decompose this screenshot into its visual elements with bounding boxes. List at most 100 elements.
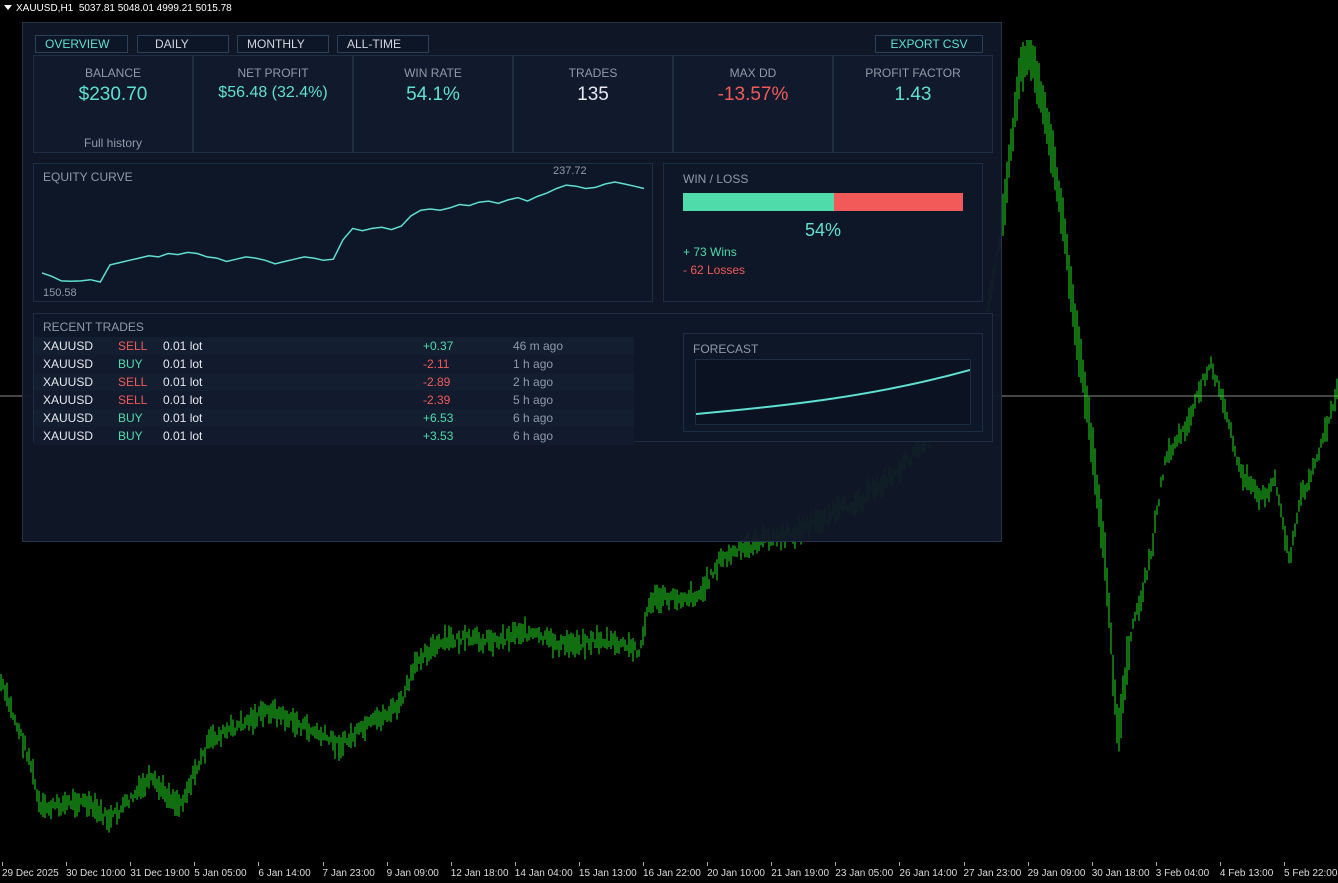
tab-overview[interactable]: OVERVIEW (35, 35, 128, 53)
time-tick-mark (386, 862, 388, 866)
time-tick-mark (450, 862, 452, 866)
trade-time: 6 h ago (513, 411, 554, 425)
win-fill (683, 193, 835, 211)
trade-symbol: XAUUSD (43, 375, 94, 389)
time-tick-label: 5 Jan 05:00 (194, 868, 247, 879)
recent-trades-panel: RECENT TRADES XAUUSD SELL 0.01 lot +0.37 46 … (33, 313, 993, 445)
time-tick-label: 9 Jan 09:00 (386, 868, 439, 879)
time-tick-label: 27 Jan 23:00 (963, 868, 1022, 879)
time-tick-mark (1091, 862, 1093, 866)
stat-label: MAX DD (729, 66, 777, 80)
tab-all-time[interactable]: ALL-TIME (337, 35, 429, 53)
trade-pl: +0.37 (423, 339, 454, 353)
time-tick-label: 14 Jan 04:00 (514, 868, 573, 879)
ohlc-readout: 5037.81 5048.01 4999.21 5015.78 (78, 3, 232, 14)
symbol-label: XAUUSD,H1 (16, 3, 74, 14)
time-tick-label: 7 Jan 23:00 (322, 868, 375, 879)
export-csv-button[interactable]: EXPORT CSV (875, 35, 983, 53)
stat-label: PROFIT FACTOR (865, 66, 961, 80)
table-row[interactable]: XAUUSD SELL 0.01 lot -2.89 2 h ago (34, 373, 634, 391)
trade-time: 46 m ago (513, 339, 564, 353)
trade-lot: 0.01 lot (163, 339, 203, 353)
forecast-panel: FORECAST (683, 333, 983, 432)
table-row[interactable]: XAUUSD BUY 0.01 lot +6.53 6 h ago (34, 409, 634, 427)
panel-title: WIN / LOSS (683, 172, 749, 186)
time-tick-mark (643, 862, 644, 866)
win-loss-panel: WIN / LOSS 54% + 73 Wins - 62 Losses (663, 163, 983, 302)
tab-daily[interactable]: DAILY (137, 35, 229, 53)
stat-net-profit: NET PROFIT $56.48 (32.4%) (193, 55, 353, 153)
forecast-chart-frame (695, 359, 971, 425)
trade-lot: 0.01 lot (163, 429, 203, 443)
time-tick-mark (130, 862, 132, 866)
time-tick-mark (258, 862, 260, 866)
time-tick-label: 15 Jan 13:00 (578, 868, 637, 879)
tab-monthly[interactable]: MONTHLY (237, 35, 329, 53)
chart-title: XAUUSD,H1 5037.81 5048.01 4999.21 5015.7… (4, 3, 232, 14)
time-tick-mark (1284, 862, 1285, 866)
forecast-line (695, 369, 971, 415)
forecast-chart (695, 369, 971, 415)
time-tick-mark (1219, 862, 1221, 866)
time-tick-label: 6 Jan 14:00 (258, 868, 311, 879)
trade-pl: +6.53 (423, 411, 454, 425)
trade-symbol: XAUUSD (43, 339, 94, 353)
trade-symbol: XAUUSD (43, 357, 94, 371)
table-row[interactable]: XAUUSD SELL 0.01 lot -2.39 5 h ago (34, 391, 634, 409)
table-row[interactable]: XAUUSD SELL 0.01 lot +0.37 46 m ago (34, 337, 634, 355)
win-loss-bar (683, 193, 963, 211)
trade-pl: +3.53 (423, 429, 454, 443)
dropdown-icon[interactable] (4, 5, 12, 10)
stat-label: NET PROFIT (237, 66, 309, 80)
time-tick-label: 31 Dec 19:00 (130, 868, 190, 879)
stat-value: $56.48 (32.4%) (218, 84, 328, 101)
time-tick-label: 20 Jan 10:00 (707, 868, 765, 879)
stat-value: 135 (577, 84, 609, 105)
time-tick-label: 12 Jan 18:00 (450, 868, 509, 879)
time-tick-mark (899, 862, 901, 866)
time-tick-mark (194, 862, 196, 866)
equity-min-label: 150.58 (43, 287, 77, 299)
time-tick-label: 29 Dec 2025 (2, 868, 59, 879)
time-tick-mark (963, 862, 965, 866)
trade-side: SELL (118, 393, 148, 407)
equity-curve-panel: EQUITY CURVE 237.72 150.58 (33, 163, 653, 302)
table-row[interactable]: XAUUSD BUY 0.01 lot -2.11 1 h ago (34, 355, 634, 373)
stat-label: WIN RATE (404, 66, 462, 80)
table-row[interactable]: XAUUSD BUY 0.01 lot +3.53 6 h ago (34, 427, 634, 445)
win-percent: 54% (804, 220, 842, 240)
trade-side: BUY (118, 429, 143, 443)
time-tick-label: 5 Feb 22:00 (1284, 868, 1338, 879)
time-axis: 29 Dec 2025 30 Dec 10:00 31 Dec 19:00 5 Jan… (0, 862, 1338, 883)
time-tick-mark (771, 862, 773, 866)
trade-symbol: XAUUSD (43, 429, 94, 443)
trade-lot: 0.01 lot (163, 411, 203, 425)
trade-time: 1 h ago (513, 357, 554, 371)
trade-lot: 0.01 lot (163, 375, 203, 389)
panel-title: FORECAST (693, 342, 759, 356)
stat-footnote: Full history (83, 136, 142, 150)
trade-time: 2 h ago (513, 375, 554, 389)
time-tick-mark (1027, 862, 1029, 866)
stat-value: $230.70 (78, 84, 148, 105)
time-tick-label: 4 Feb 13:00 (1219, 868, 1274, 879)
stat-trades: TRADES 135 (513, 55, 673, 153)
stat-label: TRADES (568, 66, 618, 80)
stat-profit-factor: PROFIT FACTOR 1.43 (833, 55, 993, 153)
time-tick-mark (322, 862, 324, 866)
time-tick-label: 23 Jan 05:00 (835, 868, 894, 879)
trade-side: SELL (118, 339, 148, 353)
stat-win-rate: WIN RATE 54.1% (353, 55, 513, 153)
trade-side: BUY (118, 357, 143, 371)
trade-pl: -2.89 (423, 375, 451, 389)
time-tick-mark (2, 862, 3, 866)
stat-max-dd: MAX DD -13.57% (673, 55, 833, 153)
stat-balance: BALANCE $230.70 Full history (33, 55, 193, 153)
trade-lot: 0.01 lot (163, 393, 203, 407)
time-tick-label: 29 Jan 09:00 (1027, 868, 1086, 879)
time-tick-mark (1155, 862, 1157, 866)
stats-dashboard: OVERVIEW DAILY MONTHLY ALL-TIME EXPORT C… (22, 22, 1002, 542)
equity-line (41, 181, 645, 283)
trade-time: 6 h ago (513, 429, 554, 443)
trade-symbol: XAUUSD (43, 411, 94, 425)
